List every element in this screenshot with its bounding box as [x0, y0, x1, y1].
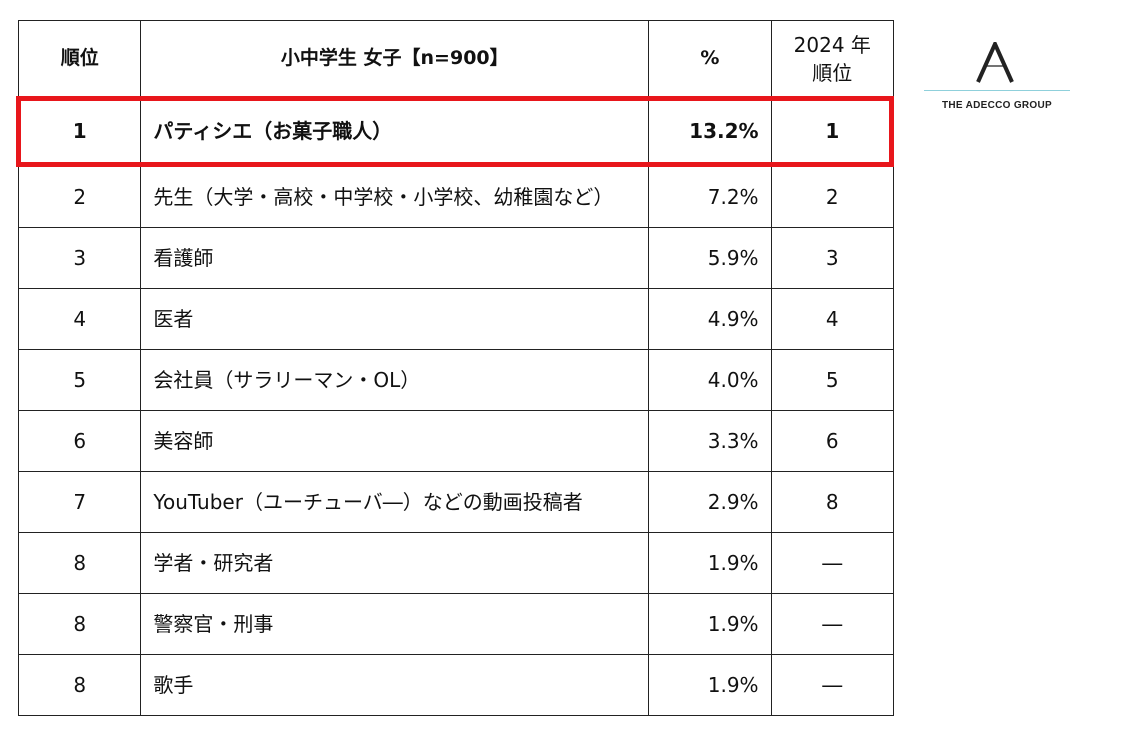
logo-divider — [924, 90, 1070, 91]
job-cell: 医者 — [140, 288, 650, 350]
rank-cell: 8 — [17, 593, 142, 655]
job-cell: パティシエ（お菓子職人） — [140, 96, 650, 167]
prev-rank-header-label: 順位 — [812, 60, 853, 85]
table-row: 4 医者 4.9% 4 — [17, 288, 895, 350]
percent-cell: 1.9% — [648, 532, 772, 594]
percent-cell: 2.9% — [648, 471, 772, 533]
prev-rank-cell: 8 — [770, 471, 895, 533]
rank-cell: 6 — [17, 410, 142, 472]
job-cell: 学者・研究者 — [140, 532, 650, 594]
prev-rank-cell: 4 — [770, 288, 895, 350]
prev-rank-cell: 3 — [770, 227, 895, 289]
header-row: 順位 小中学生 女子【n=900】 % 2024 年 順位 — [17, 20, 895, 97]
job-cell: YouTuber（ユーチューバ―）などの動画投稿者 — [140, 471, 650, 533]
job-cell: 美容師 — [140, 410, 650, 472]
percent-cell: 4.0% — [648, 349, 772, 411]
rank-header: 順位 — [17, 20, 142, 97]
prev-rank-header: 2024 年 順位 — [770, 20, 895, 97]
rank-cell: 8 — [17, 532, 142, 594]
percent-cell: 7.2% — [648, 166, 772, 228]
rank-cell: 3 — [17, 227, 142, 289]
job-cell: 看護師 — [140, 227, 650, 289]
prev-rank-cell: 1 — [770, 96, 895, 167]
table-row: 1 パティシエ（お菓子職人） 13.2% 1 — [17, 96, 895, 167]
ranking-table: 順位 小中学生 女子【n=900】 % 2024 年 順位 1 パティシエ（お菓… — [17, 20, 895, 716]
percent-cell: 13.2% — [648, 96, 772, 167]
table-row: 8 歌手 1.9% ― — [17, 654, 895, 716]
prev-rank-cell: ― — [770, 532, 895, 594]
rank-cell: 2 — [17, 166, 142, 228]
rank-cell: 4 — [17, 288, 142, 350]
percent-cell: 5.9% — [648, 227, 772, 289]
table-row: 3 看護師 5.9% 3 — [17, 227, 895, 289]
adecco-a-mark-icon — [976, 42, 1014, 83]
job-cell: 先生（大学・高校・中学校・小学校、幼稚園など） — [140, 166, 650, 228]
percent-cell: 4.9% — [648, 288, 772, 350]
table-row: 5 会社員（サラリーマン・OL） 4.0% 5 — [17, 349, 895, 411]
job-cell: 会社員（サラリーマン・OL） — [140, 349, 650, 411]
rank-cell: 7 — [17, 471, 142, 533]
job-cell: 歌手 — [140, 654, 650, 716]
table-row: 8 学者・研究者 1.9% ― — [17, 532, 895, 594]
percent-header: % — [648, 20, 772, 97]
table-row: 2 先生（大学・高校・中学校・小学校、幼稚園など） 7.2% 2 — [17, 166, 895, 228]
prev-rank-cell: 5 — [770, 349, 895, 411]
prev-rank-cell: 6 — [770, 410, 895, 472]
table-row: 6 美容師 3.3% 6 — [17, 410, 895, 472]
rank-cell: 5 — [17, 349, 142, 411]
rank-cell: 8 — [17, 654, 142, 716]
company-logo: THE ADECCO GROUP — [924, 38, 1070, 118]
logo-text: THE ADECCO GROUP — [942, 100, 1052, 111]
rank-cell: 1 — [17, 96, 142, 167]
prev-rank-cell: ― — [770, 593, 895, 655]
prev-rank-cell: ― — [770, 654, 895, 716]
prev-rank-header-year: 2024 年 — [793, 32, 871, 57]
percent-cell: 1.9% — [648, 593, 772, 655]
table-row: 8 警察官・刑事 1.9% ― — [17, 593, 895, 655]
prev-rank-cell: 2 — [770, 166, 895, 228]
job-cell: 警察官・刑事 — [140, 593, 650, 655]
percent-cell: 3.3% — [648, 410, 772, 472]
percent-cell: 1.9% — [648, 654, 772, 716]
job-header: 小中学生 女子【n=900】 — [140, 20, 650, 97]
table-row: 7 YouTuber（ユーチューバ―）などの動画投稿者 2.9% 8 — [17, 471, 895, 533]
